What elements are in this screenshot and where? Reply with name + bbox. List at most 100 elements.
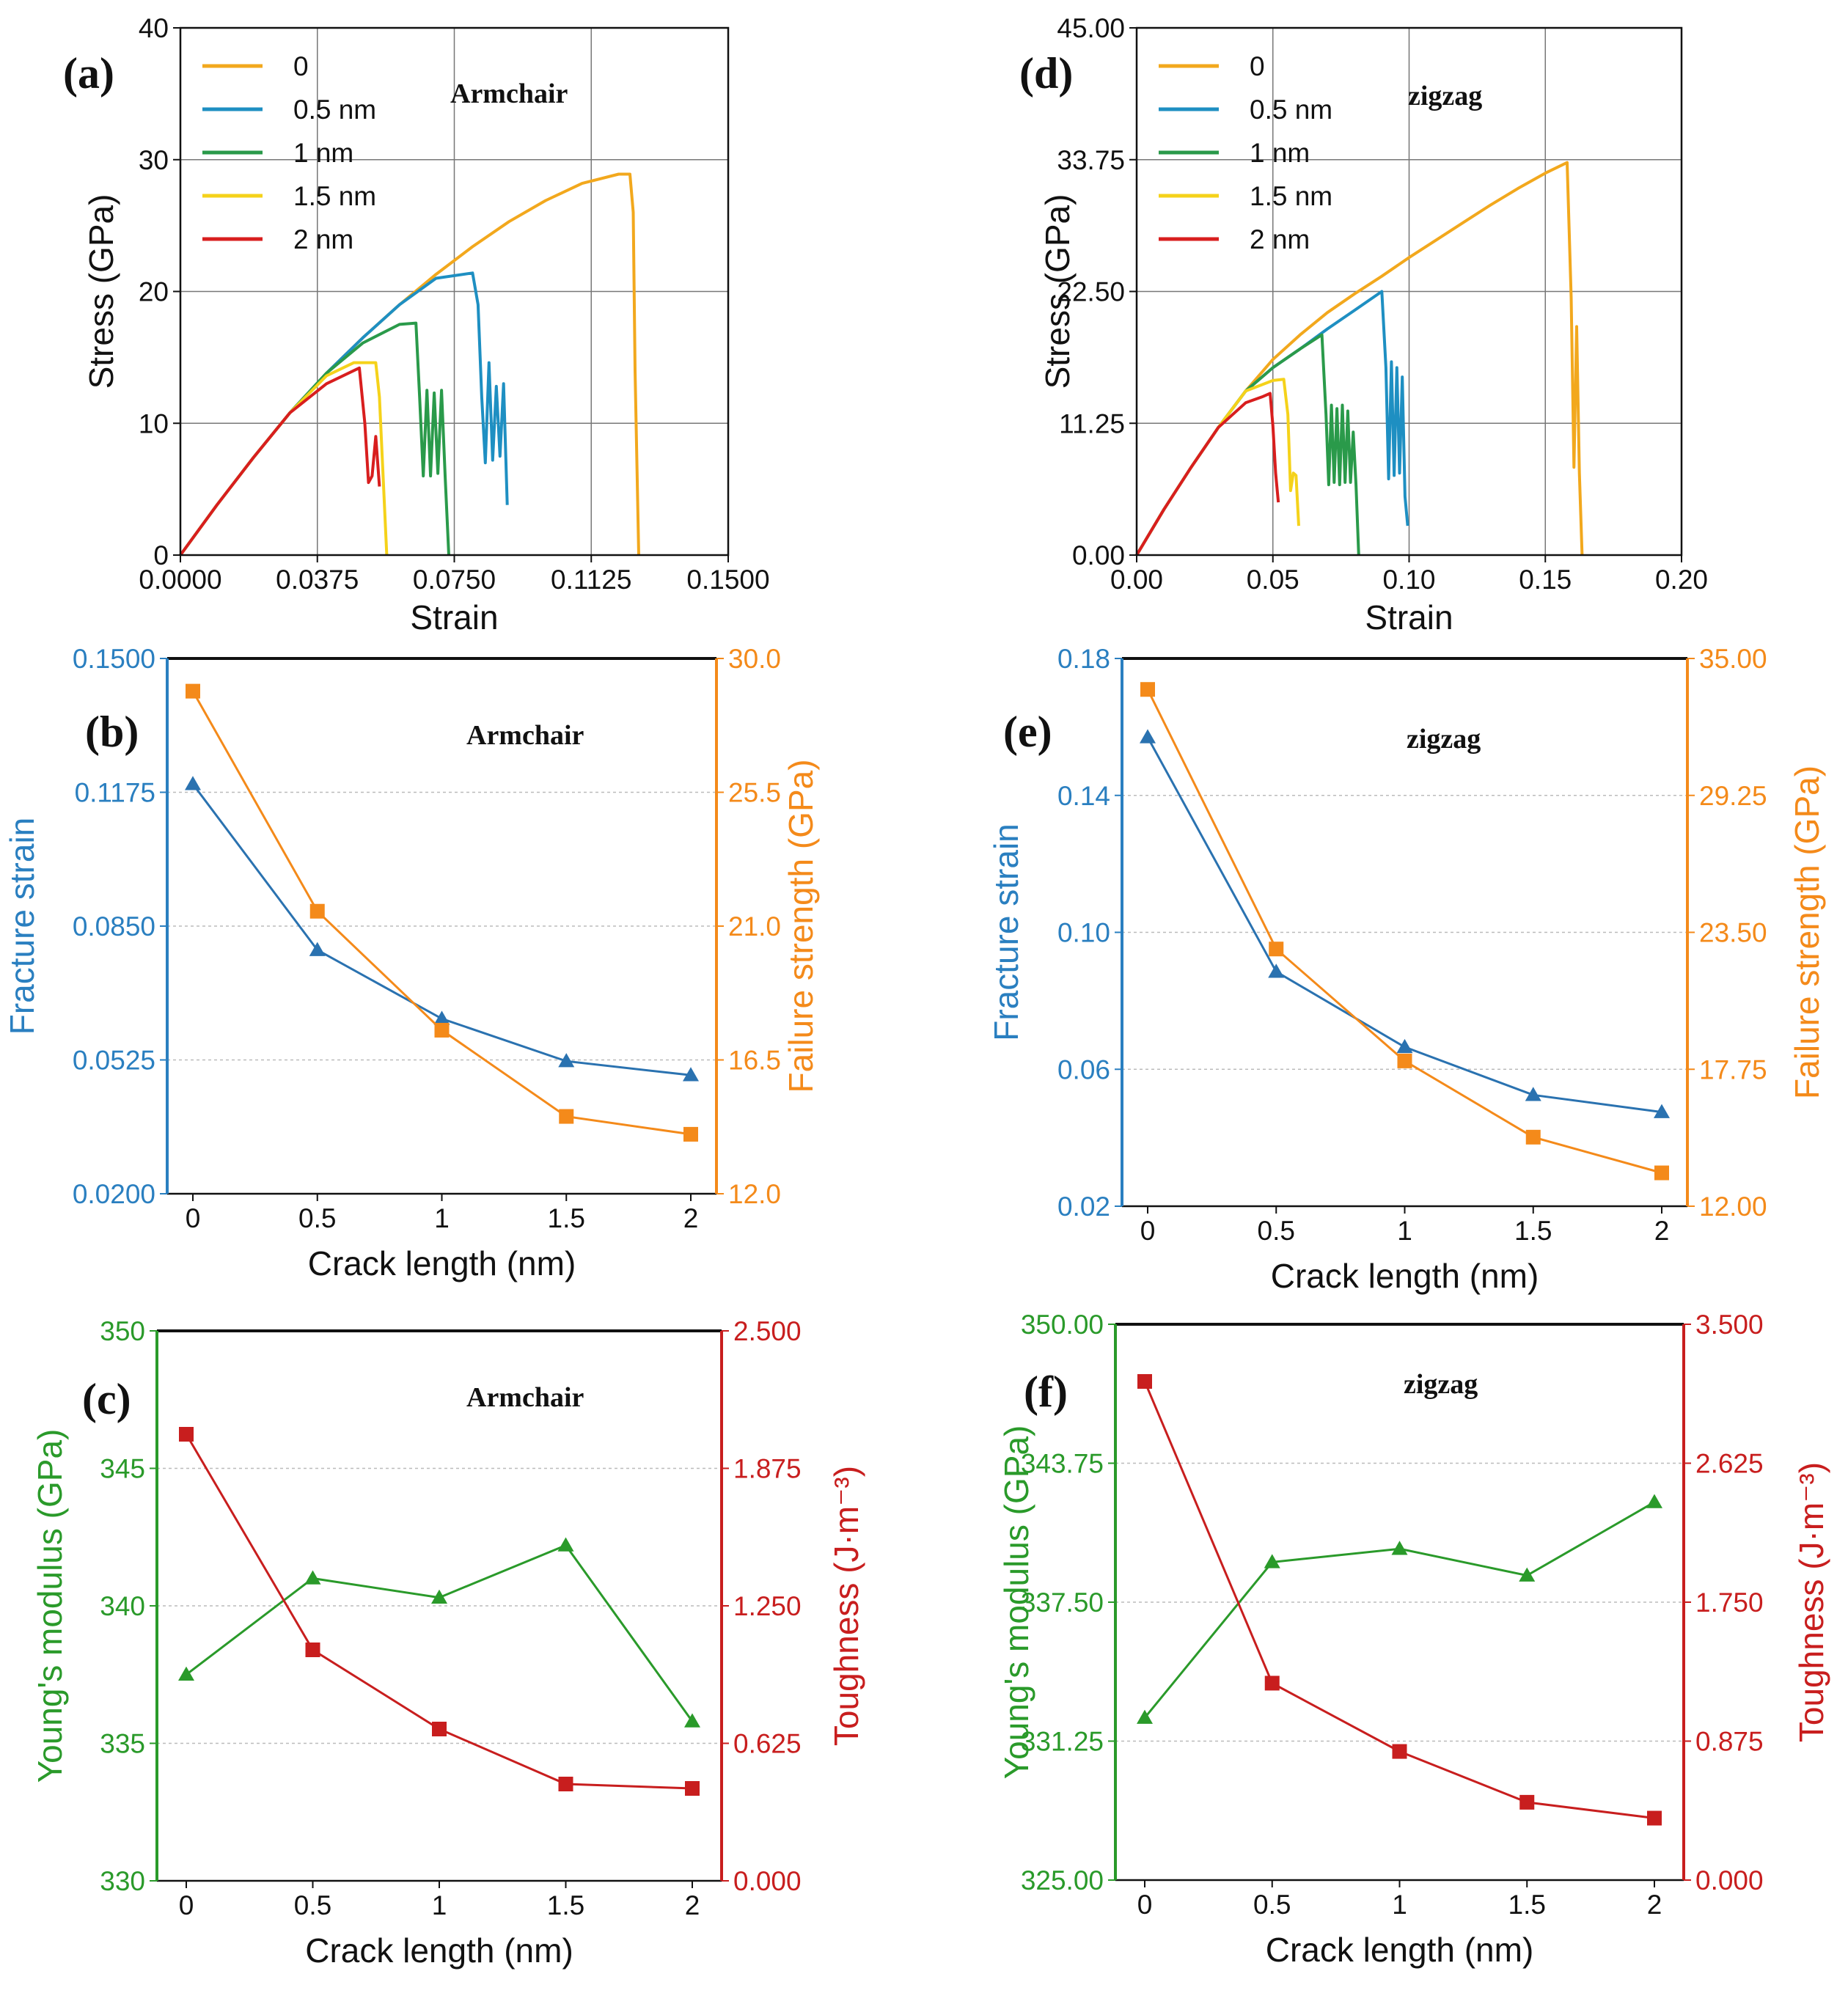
series-line-0.5-nm bbox=[179, 271, 509, 557]
x-tick-label: 1 bbox=[434, 1203, 450, 1233]
data-point-right bbox=[1654, 1165, 1669, 1181]
series-line-1-nm bbox=[179, 321, 450, 557]
panel-label: (b) bbox=[85, 708, 139, 756]
series-line-0 bbox=[179, 172, 640, 557]
y-tick-label: 0.14 bbox=[1057, 781, 1110, 811]
x-axis-label: Crack length (nm) bbox=[308, 1244, 576, 1282]
y-tick-label: 340 bbox=[100, 1591, 145, 1621]
x-axis-label: Crack length (nm) bbox=[1271, 1257, 1539, 1295]
data-point-left bbox=[683, 1067, 699, 1082]
x-axis-label: Strain bbox=[410, 598, 498, 636]
x-tick-label: 0.0000 bbox=[139, 565, 221, 595]
x-tick-label: 0 bbox=[179, 1890, 194, 1920]
orientation-label: Armchair bbox=[450, 78, 568, 109]
data-point-right bbox=[1140, 682, 1155, 697]
y-tick-label: 10 bbox=[139, 408, 169, 438]
panel-label: (a) bbox=[63, 49, 114, 98]
series-line-left bbox=[186, 1544, 694, 1722]
data-point-left bbox=[558, 1053, 575, 1068]
series-line-1-nm bbox=[1135, 333, 1360, 557]
data-point-left bbox=[1646, 1494, 1662, 1508]
data-point-right bbox=[685, 1781, 700, 1796]
y2-tick-label: 0.000 bbox=[733, 1866, 802, 1896]
y-tick-label: 0.06 bbox=[1057, 1054, 1110, 1084]
data-point-left bbox=[1519, 1567, 1536, 1582]
y2-tick-label: 23.50 bbox=[1699, 918, 1767, 948]
legend-label: 2 nm bbox=[293, 224, 353, 254]
data-point-right bbox=[1269, 942, 1284, 957]
y2-tick-label: 1.250 bbox=[733, 1591, 802, 1621]
x-tick-label: 0 bbox=[1140, 1216, 1156, 1246]
y2-tick-label: 1.750 bbox=[1695, 1588, 1764, 1618]
legend-label: 0 bbox=[293, 51, 309, 81]
data-point-left bbox=[1137, 1709, 1153, 1724]
panel-d: 0.00 0.05 0.10 0.15 0.20 0.00 11.25 22.50 33.75 4… bbox=[1019, 13, 1708, 636]
panel-c: 0 0.5 1 1.5 2 330 335 340 345 350 0.000 0.625 1.250 1… bbox=[31, 1316, 865, 1970]
data-point-left bbox=[178, 1666, 194, 1681]
series-line-2-nm bbox=[179, 366, 381, 557]
x-tick-label: 0.5 bbox=[1253, 1890, 1291, 1920]
data-point-left bbox=[309, 942, 326, 956]
panel-f: 0 0.5 1 1.5 2 325.00 331.25 337.50 343.75 350.00 0… bbox=[997, 1310, 1830, 1969]
series-line-2-nm bbox=[1135, 392, 1280, 557]
x-tick-label: 0.1500 bbox=[686, 565, 769, 595]
x-tick-label: 0.05 bbox=[1247, 565, 1299, 595]
data-point-right bbox=[1392, 1744, 1407, 1759]
x-tick-label: 1 bbox=[1392, 1890, 1407, 1920]
y-tick-label: 0.0850 bbox=[73, 911, 155, 942]
y2-axis-label: Failure strength (GPa) bbox=[1788, 766, 1826, 1099]
data-point-left bbox=[304, 1570, 321, 1585]
data-point-left bbox=[557, 1537, 574, 1552]
x-tick-label: 0.5 bbox=[298, 1203, 336, 1233]
y2-axis-label: Toughness (J·m⁻³) bbox=[827, 1466, 865, 1746]
y-tick-label: 331.25 bbox=[1021, 1727, 1104, 1757]
y-tick-label: 0.0200 bbox=[73, 1179, 155, 1209]
x-tick-label: 0.0375 bbox=[276, 565, 359, 595]
y-tick-label: 330 bbox=[100, 1866, 145, 1896]
y-tick-label: 337.50 bbox=[1021, 1588, 1104, 1618]
data-point-right bbox=[559, 1109, 574, 1124]
y-tick-label: 345 bbox=[100, 1454, 145, 1484]
x-tick-label: 2 bbox=[1654, 1216, 1670, 1246]
panel-a: 0.0000 0.0375 0.0750 0.1125 0.1500 0 10 20 30 40 S… bbox=[63, 13, 770, 636]
x-tick-label: 0 bbox=[186, 1203, 201, 1233]
x-tick-label: 0.15 bbox=[1519, 565, 1572, 595]
x-tick-label: 1.5 bbox=[548, 1203, 585, 1233]
y-tick-label: 0.1175 bbox=[75, 778, 155, 808]
panel-label: (c) bbox=[82, 1375, 131, 1423]
x-tick-label: 0.5 bbox=[294, 1890, 331, 1920]
data-point-right bbox=[1647, 1810, 1662, 1826]
data-point-right bbox=[309, 903, 325, 919]
x-tick-label: 0.10 bbox=[1382, 565, 1435, 595]
y2-tick-label: 3.500 bbox=[1695, 1310, 1764, 1340]
data-point-right bbox=[683, 1126, 698, 1142]
data-point-right bbox=[1525, 1129, 1541, 1145]
y2-tick-label: 16.5 bbox=[728, 1046, 781, 1076]
y-tick-label: 0.0525 bbox=[73, 1046, 155, 1076]
x-tick-label: 1.5 bbox=[547, 1890, 584, 1920]
y2-tick-label: 21.0 bbox=[728, 911, 781, 942]
y-tick-label: 22.50 bbox=[1057, 277, 1125, 307]
data-point-left bbox=[1396, 1038, 1413, 1054]
orientation-label: zigzag bbox=[1407, 724, 1481, 755]
x-axis-label: Strain bbox=[1365, 598, 1453, 636]
x-tick-label: 0.5 bbox=[1258, 1216, 1295, 1246]
y-axis-label: Fracture strain bbox=[987, 823, 1025, 1041]
data-point-right bbox=[434, 1022, 450, 1038]
panel-e: 0 0.5 1 1.5 2 0.02 0.06 0.10 0.14 0.18 12.00 17.75 2… bbox=[987, 644, 1826, 1295]
x-tick-label: 2 bbox=[1647, 1890, 1662, 1920]
y-tick-label: 325.00 bbox=[1021, 1865, 1104, 1895]
data-point-left bbox=[1140, 729, 1156, 744]
y-axis-label: Young's modulus (GPa) bbox=[997, 1425, 1035, 1780]
data-point-left bbox=[684, 1713, 700, 1728]
data-point-left bbox=[185, 776, 201, 790]
y2-tick-label: 30.0 bbox=[728, 644, 781, 674]
series-line-1.5-nm bbox=[179, 361, 389, 557]
y-tick-label: 0.1500 bbox=[73, 644, 155, 674]
legend-label: 0.5 nm bbox=[1250, 95, 1332, 125]
data-point-left bbox=[1268, 964, 1285, 978]
data-point-right bbox=[1397, 1053, 1412, 1068]
y-tick-label: 350.00 bbox=[1021, 1310, 1104, 1340]
data-point-right bbox=[1519, 1794, 1535, 1810]
